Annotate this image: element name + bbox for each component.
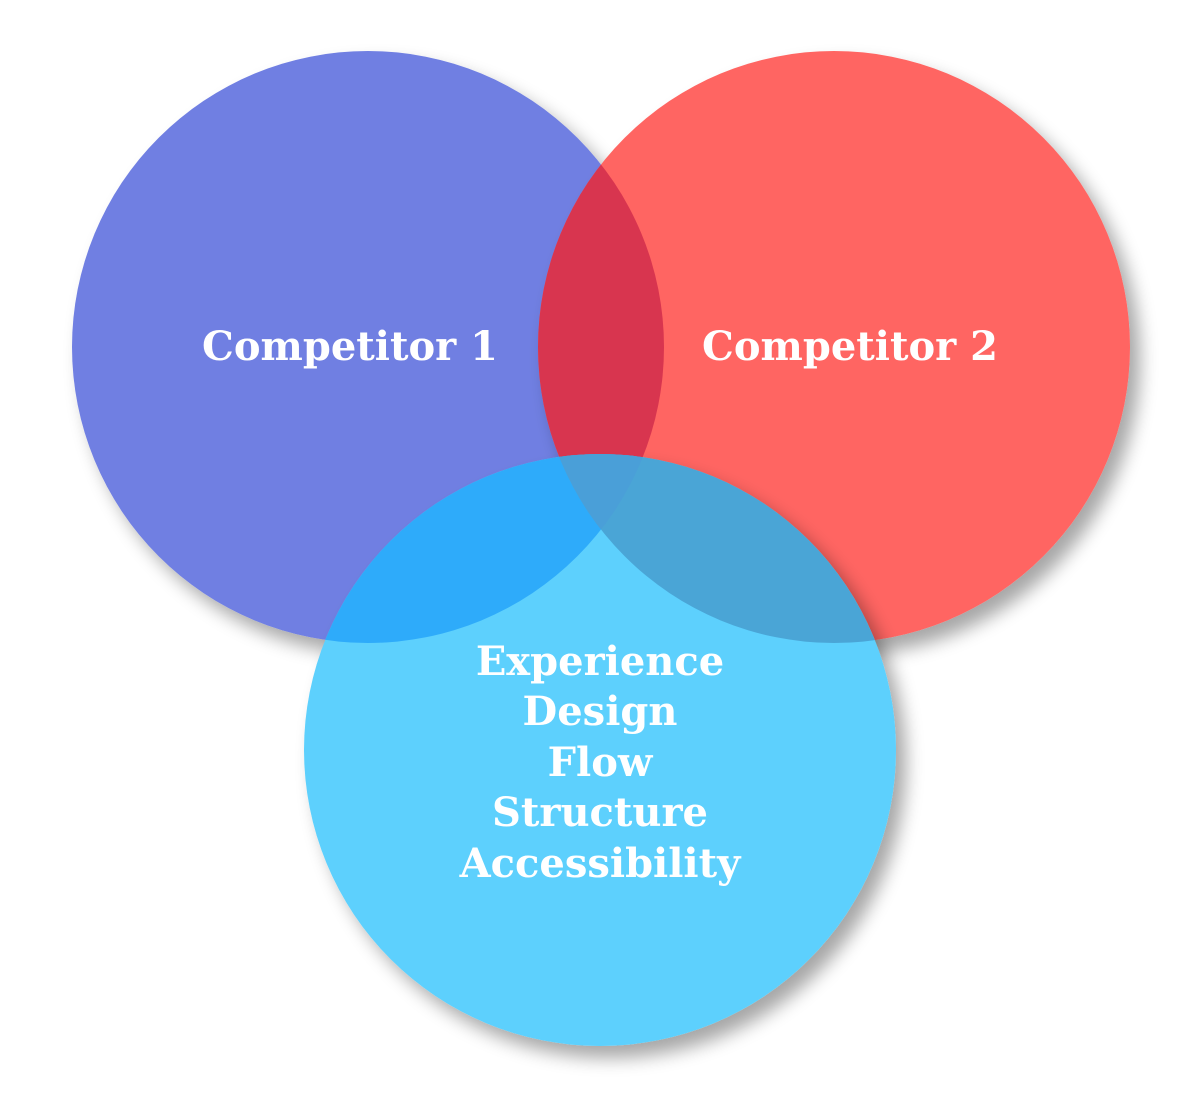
overlap-competitor-2-center — [538, 454, 896, 643]
center-item: Experience — [476, 638, 724, 685]
center-item: Design — [523, 688, 678, 735]
center-item: Structure — [492, 789, 708, 836]
center-item: Flow — [548, 739, 654, 786]
center-item: Accessibility — [459, 840, 742, 887]
center-items-list: Experience Design Flow Structure Accessi… — [459, 638, 742, 887]
overlap-competitor-1-center — [304, 454, 664, 643]
competitor-1-label: Competitor 1 — [202, 323, 498, 370]
competitor-2-label: Competitor 2 — [702, 323, 998, 370]
